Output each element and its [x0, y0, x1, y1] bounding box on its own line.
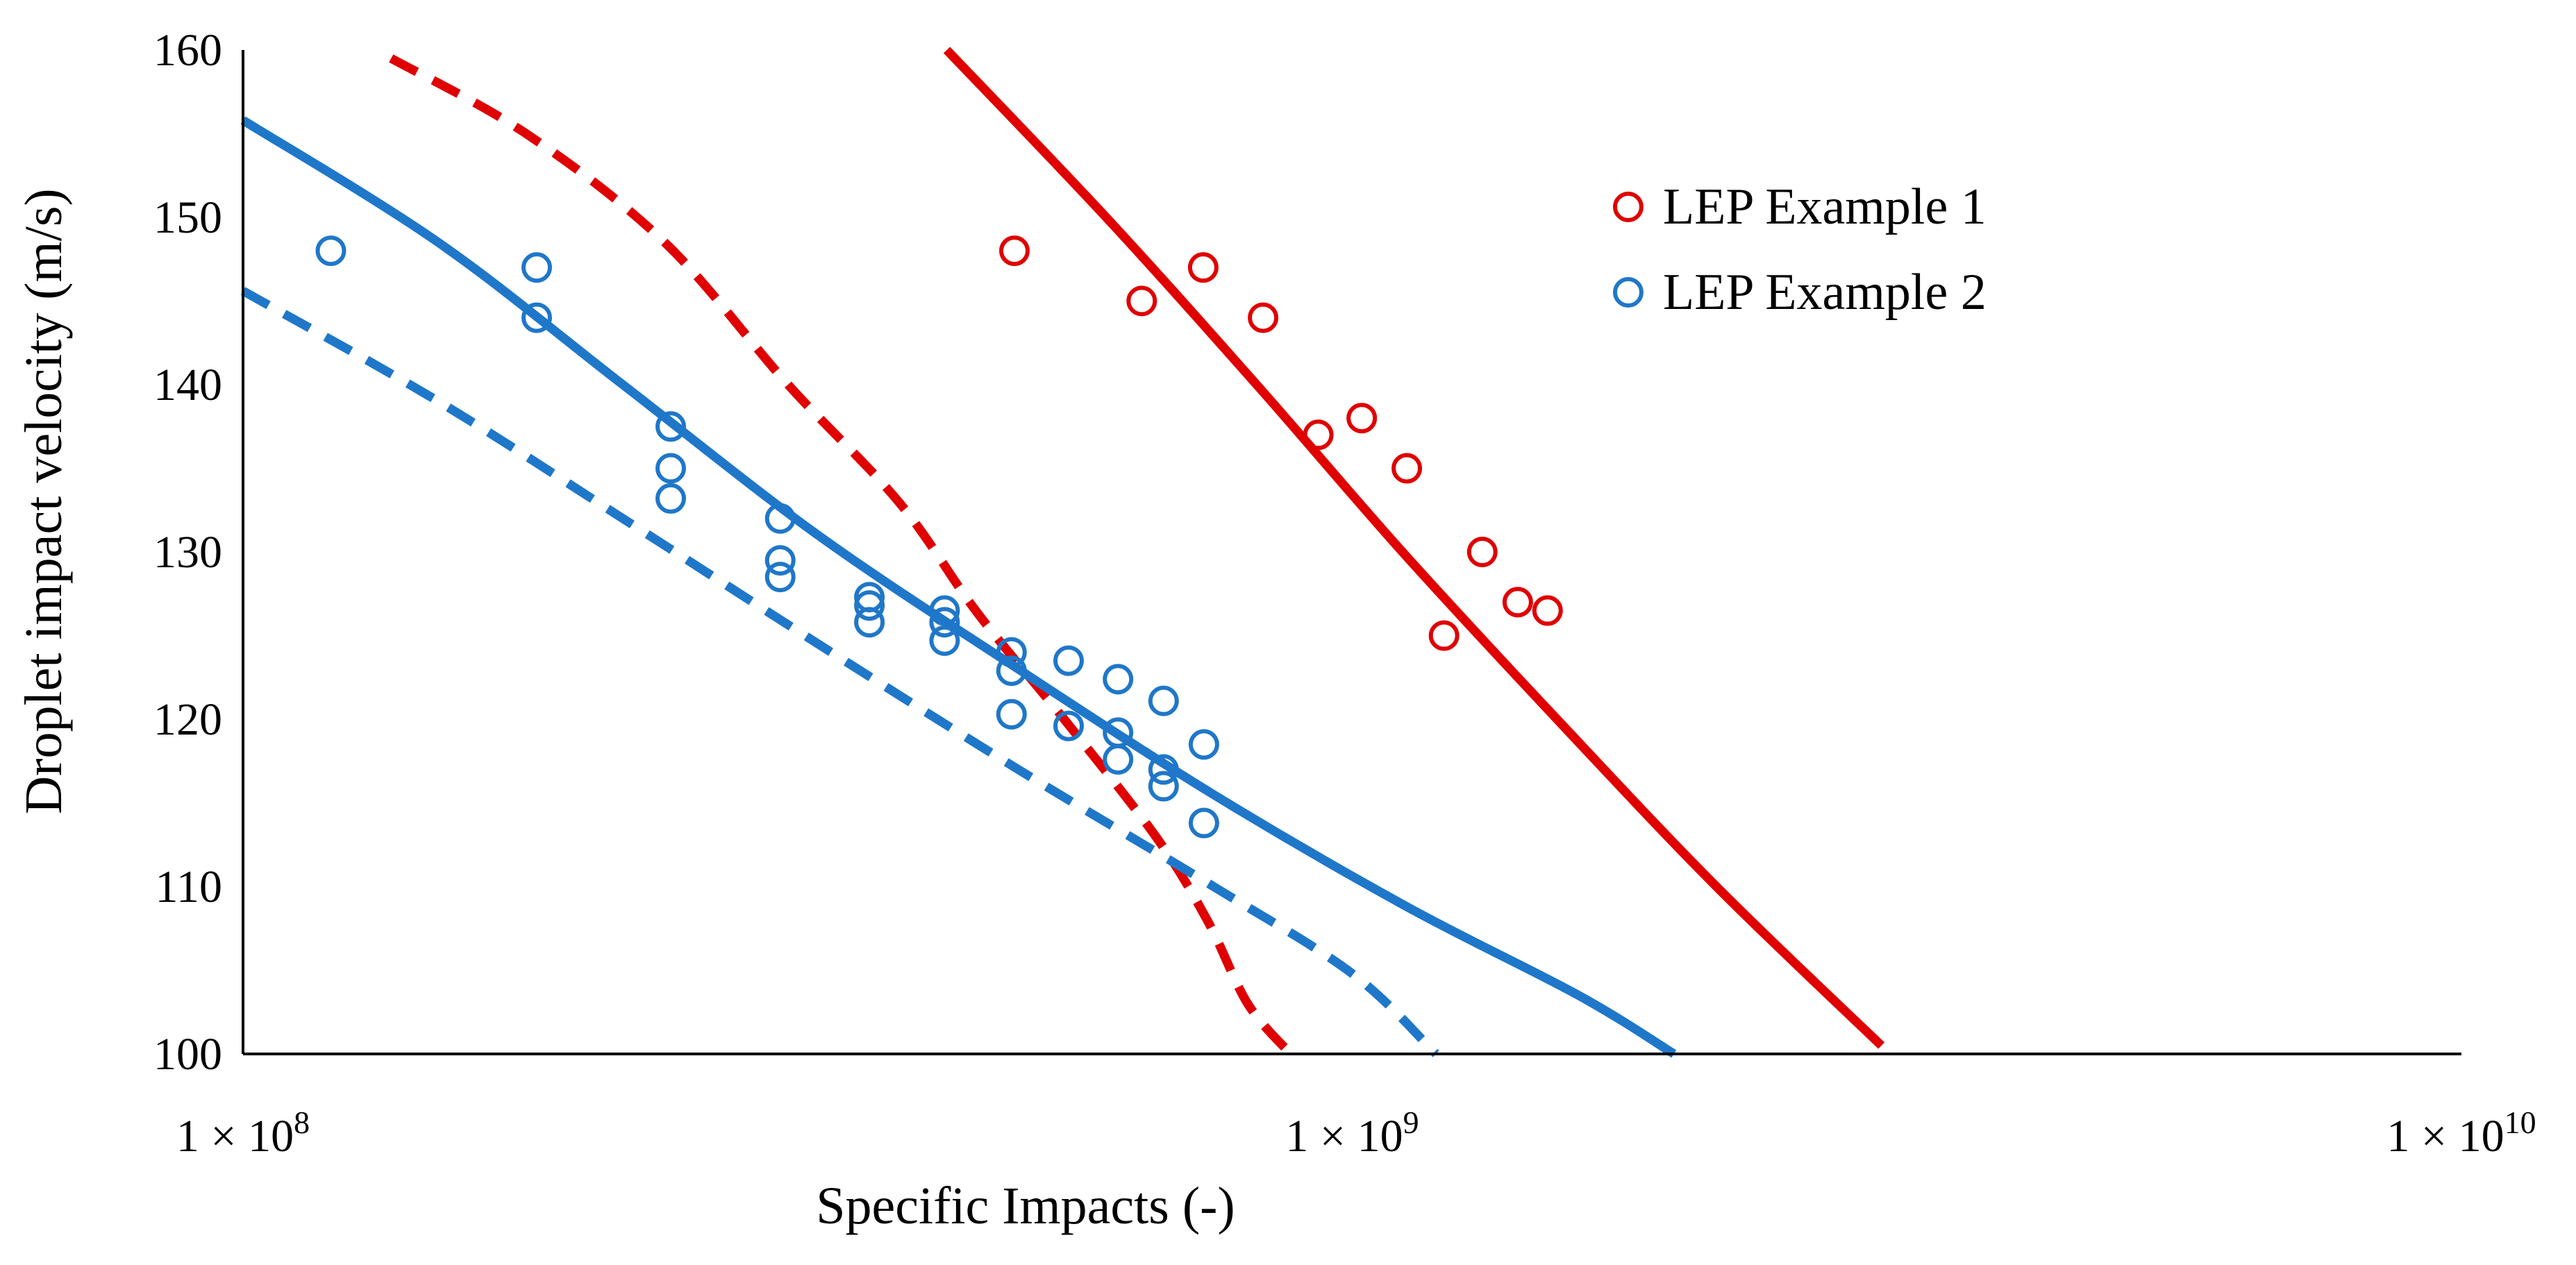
y-axis-title: Droplet impact velocity (m/s) [15, 188, 73, 814]
lep-example-2-point [315, 235, 346, 267]
legend: LEP Example 1 LEP Example 2 [1613, 178, 1987, 321]
y-tick-label: 100 [153, 1029, 222, 1080]
lep-example-2-point [1103, 664, 1134, 695]
x-tick-label: 1 × 109 [1285, 1105, 1419, 1162]
y-tick-label: 120 [153, 694, 222, 745]
lep-example-2-point [1148, 771, 1179, 802]
lep-example-2-point [854, 590, 885, 621]
lep-example-1-point [999, 235, 1030, 267]
lep-example-1-point [1466, 537, 1498, 567]
lep-example-2-point [655, 483, 686, 514]
lep-example-1-point [1187, 252, 1219, 283]
lep-example-2-point [764, 545, 796, 576]
lep-example-1-point [1126, 285, 1157, 317]
lep-example-2-point [1148, 685, 1179, 717]
lep-example-2-point [655, 411, 686, 442]
lep-example-2-point [764, 503, 796, 534]
blue-solid-fit-curve [240, 116, 1677, 1058]
lep-example-2-point [1103, 744, 1134, 775]
lep-example-2-point [854, 607, 885, 638]
lep-example-1-point [1303, 419, 1334, 451]
lep-example-2-point [929, 625, 960, 656]
y-tick-label: 110 [155, 862, 222, 912]
lep-example-2-point [929, 595, 960, 626]
y-tick-labels: 100 110 120 130 140 150 160 [153, 25, 222, 1080]
legend-label-lep-example-1: LEP Example 1 [1663, 178, 1987, 235]
lep-example-2-point [764, 562, 796, 593]
x-tick-label: 1 × 1010 [2386, 1105, 2536, 1162]
lep-example-2-point [996, 637, 1027, 668]
x-tick-labels: 1 × 108 1 × 109 1 × 1010 [176, 1105, 2536, 1162]
lep-example-2-point [521, 252, 552, 283]
x-axis-title: Specific Impacts (-) [816, 1177, 1235, 1235]
lep-example-2-point [521, 302, 552, 333]
lep-example-2-point [655, 453, 686, 484]
lep-example-2-point [1053, 645, 1084, 676]
lep-example-1-point [1502, 587, 1533, 618]
lep-example-2-point [929, 607, 960, 638]
y-tick-label: 150 [153, 192, 222, 243]
lep-example-1-point [1428, 620, 1460, 651]
lep-example-2-point [996, 655, 1027, 687]
lep-example-2-point [996, 698, 1027, 730]
legend-label-lep-example-2: LEP Example 2 [1663, 264, 1987, 321]
lep-example-2-point [1148, 754, 1179, 785]
lep-example-1-point [1346, 403, 1378, 434]
lep-example-2-point [1053, 710, 1084, 742]
lep-example-2-point [1188, 729, 1219, 760]
red-dashed-fit-curve [389, 54, 1294, 1057]
red-solid-fit-curve [943, 47, 1885, 1049]
y-tick-label: 160 [153, 25, 222, 76]
legend-marker-lep-example-1 [1613, 192, 1644, 222]
fit-curves [240, 47, 1885, 1058]
data-points [315, 235, 1563, 839]
lep-example-1-point [1532, 595, 1563, 626]
blue-dashed-fit-curve [240, 287, 1439, 1057]
y-tick-label: 140 [153, 360, 222, 410]
lep-example-1-point [1391, 453, 1423, 484]
lep-example-2-point [1188, 807, 1219, 839]
x-tick-label: 1 × 108 [176, 1105, 310, 1162]
legend-marker-lep-example-2 [1613, 277, 1644, 308]
y-tick-label: 130 [153, 527, 222, 578]
lep-example-1-point [1248, 302, 1279, 333]
